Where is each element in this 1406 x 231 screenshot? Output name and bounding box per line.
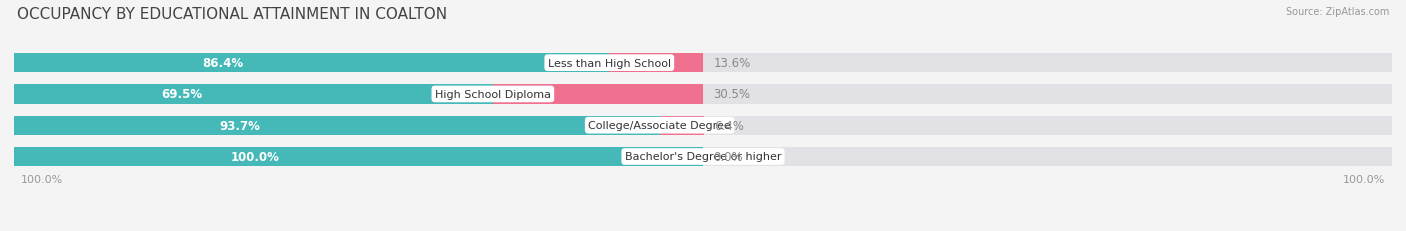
Text: Less than High School: Less than High School	[548, 58, 671, 68]
Text: 86.4%: 86.4%	[202, 57, 243, 70]
Bar	[659, 116, 703, 135]
Bar	[14, 54, 609, 73]
Bar	[14, 54, 1392, 73]
Text: OCCUPANCY BY EDUCATIONAL ATTAINMENT IN COALTON: OCCUPANCY BY EDUCATIONAL ATTAINMENT IN C…	[17, 7, 447, 22]
Bar	[14, 147, 1392, 167]
Bar	[14, 85, 1392, 104]
Bar	[609, 54, 703, 73]
Text: 69.5%: 69.5%	[162, 88, 202, 101]
Text: 0.0%: 0.0%	[713, 150, 742, 163]
Text: 13.6%: 13.6%	[713, 57, 751, 70]
Text: College/Associate Degree: College/Associate Degree	[588, 121, 731, 131]
Bar	[14, 147, 703, 167]
Text: 30.5%: 30.5%	[713, 88, 751, 101]
Text: High School Diploma: High School Diploma	[434, 90, 551, 100]
Bar	[14, 85, 494, 104]
Bar	[14, 116, 1392, 135]
Text: 100.0%: 100.0%	[21, 174, 63, 184]
Text: 100.0%: 100.0%	[1343, 174, 1385, 184]
Legend: Owner-occupied, Renter-occupied: Owner-occupied, Renter-occupied	[575, 228, 831, 231]
Text: 93.7%: 93.7%	[219, 119, 260, 132]
Text: Source: ZipAtlas.com: Source: ZipAtlas.com	[1285, 7, 1389, 17]
Text: Bachelor's Degree or higher: Bachelor's Degree or higher	[624, 152, 782, 162]
Bar	[494, 85, 703, 104]
Bar	[14, 116, 659, 135]
Text: 100.0%: 100.0%	[231, 150, 280, 163]
Text: 6.4%: 6.4%	[714, 119, 744, 132]
